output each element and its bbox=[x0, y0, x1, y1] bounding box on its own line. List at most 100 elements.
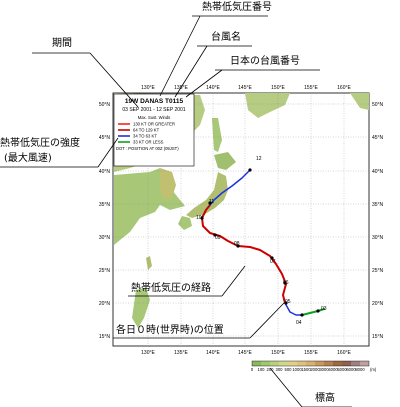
colorbar-tick-11: 6000 bbox=[346, 367, 356, 372]
position-dot-07 bbox=[270, 256, 274, 260]
leader-storm-number-arrow bbox=[159, 15, 201, 97]
callout-elevation: 標高 bbox=[315, 391, 335, 404]
position-dot-12 bbox=[248, 168, 252, 172]
lon-label-150-bottom: 150°E bbox=[271, 350, 285, 356]
colorbar-ticks: 0 100 200 300 500 1000 1500 2000 3000 40… bbox=[251, 367, 377, 372]
position-dot-03 bbox=[316, 309, 320, 313]
colorbar-tick-2: 200 bbox=[267, 367, 275, 372]
position-label-04: 04 bbox=[296, 320, 302, 326]
position-label-11: 11 bbox=[209, 199, 214, 205]
position-dot-04 bbox=[300, 313, 304, 317]
leader-elevation-arrow bbox=[269, 367, 303, 407]
lat-label-15: 15°N bbox=[99, 334, 111, 340]
position-label-12: 12 bbox=[256, 156, 262, 162]
colorbar-tick-9: 4000 bbox=[328, 367, 338, 372]
lon-labels-top: 130°E 135°E 140°E 145°E 150°E 155°E 160°… bbox=[141, 85, 351, 91]
position-dot-09 bbox=[213, 233, 217, 237]
lon-labels-bottom: 130°E 135°E 140°E 145°E 150°E 155°E 160°… bbox=[141, 350, 351, 356]
map: 130°E 135°E 140°E 145°E 150°E 155°E 160°… bbox=[99, 85, 384, 356]
track-segment-medium-north bbox=[209, 169, 251, 206]
lon-label-145-bottom: 145°E bbox=[238, 350, 252, 356]
land-honshu bbox=[186, 172, 228, 218]
colorbar-tick-12: 8000 bbox=[355, 367, 365, 372]
elevation-colorbar: 0 100 200 300 500 1000 1500 2000 3000 40… bbox=[251, 360, 377, 372]
typhoon-track bbox=[201, 169, 325, 316]
lon-label-140: 140°E bbox=[206, 85, 220, 91]
lon-label-155-bottom: 155°E bbox=[304, 350, 318, 356]
colorbar-cell-2 bbox=[270, 361, 279, 366]
colorbar-cell-0 bbox=[252, 361, 261, 366]
lat-label-35: 35°N bbox=[99, 202, 111, 208]
track-segment-medium-south bbox=[284, 302, 303, 316]
legend-label-33kt: 33 KT OR LESS bbox=[133, 140, 164, 145]
lat-label-30: 30°N bbox=[99, 235, 111, 241]
callout-intensity-line1: 熱帯低気圧の強度 bbox=[0, 136, 80, 149]
colorbar-tick-7: 2000 bbox=[310, 367, 320, 372]
colorbar-tick-0: 0 bbox=[251, 367, 254, 372]
legend-footer: DOT : POSITION AT 00Z (09JST) bbox=[116, 146, 179, 151]
position-dot-08 bbox=[236, 244, 240, 248]
land-kyushu bbox=[178, 216, 192, 230]
position-label-03: 03 bbox=[321, 306, 327, 312]
callout-intensity-line2: (最大風速) bbox=[4, 151, 52, 164]
gridlines bbox=[113, 93, 369, 346]
position-dot-10 bbox=[200, 216, 204, 220]
land-russia-east bbox=[245, 93, 290, 118]
lat-labels-left: 50°N 45°N 40°N 35°N 30°N 25°N 20°N 15°N bbox=[99, 102, 111, 340]
storm-title: 19W DANAS T0115 bbox=[125, 98, 184, 105]
colorbar-cell-8 bbox=[324, 361, 333, 366]
position-dot-06 bbox=[283, 281, 287, 285]
lat-label-15-right: 15°N bbox=[372, 334, 384, 340]
lat-label-50-right: 50°N bbox=[372, 102, 384, 108]
lat-label-35-right: 35°N bbox=[372, 202, 384, 208]
storm-legend-box: 19W DANAS T0115 03 SEP 2001 - 12 SEP 200… bbox=[113, 93, 195, 167]
position-label-07: 07 bbox=[270, 259, 276, 265]
lon-label-135: 135°E bbox=[174, 85, 188, 91]
daily-positions: 03 04 05 06 07 08 09 10 11 12 bbox=[196, 156, 327, 326]
land-alaska bbox=[350, 93, 369, 110]
colorbar-cell-9 bbox=[333, 361, 342, 366]
leader-period-arrow bbox=[89, 52, 139, 108]
colorbar-frame bbox=[251, 360, 370, 367]
callout-leaders bbox=[0, 15, 352, 407]
callout-daily-position: 各日０時(世界時)の位置 bbox=[116, 323, 224, 336]
land-sakhalin bbox=[212, 118, 222, 152]
lat-label-40: 40°N bbox=[99, 169, 111, 175]
callout-storm-number: 熱帯低気圧番号 bbox=[202, 0, 272, 13]
colorbar-tick-3: 300 bbox=[276, 367, 284, 372]
position-label-09: 09 bbox=[215, 235, 221, 241]
callout-name: 台風名 bbox=[211, 30, 241, 43]
colorbar-tick-1: 100 bbox=[258, 367, 266, 372]
lat-labels-right: 50°N 45°N 40°N 35°N 30°N 25°N 20°N 15°N bbox=[372, 102, 384, 340]
position-label-05: 05 bbox=[285, 299, 291, 305]
track-segment-strong bbox=[201, 204, 287, 304]
position-dot-05 bbox=[284, 301, 288, 305]
callout-track: 熱帯低気圧の経路 bbox=[131, 281, 211, 294]
colorbar-tick-10: 5000 bbox=[337, 367, 347, 372]
legend-label-64kt: 64 TO 129 KT bbox=[133, 128, 160, 133]
lat-label-45-right: 45°N bbox=[372, 135, 384, 141]
position-label-08: 08 bbox=[234, 241, 240, 247]
lat-label-45: 45°N bbox=[99, 135, 111, 141]
colorbar-cell-11 bbox=[351, 361, 360, 366]
lon-label-135-bottom: 135°E bbox=[174, 350, 188, 356]
colorbar-unit: (m) bbox=[370, 367, 377, 372]
lon-label-140-bottom: 140°E bbox=[206, 350, 220, 356]
lon-label-130-bottom: 130°E bbox=[141, 350, 155, 356]
lat-label-30-right: 30°N bbox=[372, 235, 384, 241]
colorbar-tick-5: 1000 bbox=[292, 367, 302, 372]
land-korea bbox=[160, 168, 176, 200]
colorbar-cell-10 bbox=[342, 361, 351, 366]
leader-track-arrow bbox=[221, 265, 246, 297]
storm-period: 03 SEP 2001 - 12 SEP 2001 bbox=[122, 107, 185, 113]
lat-label-25: 25°N bbox=[99, 268, 111, 274]
callout-period: 期間 bbox=[52, 37, 72, 49]
colorbar-cell-5 bbox=[297, 361, 306, 366]
lat-label-40-right: 40°N bbox=[372, 169, 384, 175]
colorbar-cell-7 bbox=[315, 361, 324, 366]
legend-header: Max. Sust. Winds bbox=[138, 115, 171, 120]
leader-daily-position-arrow bbox=[249, 302, 285, 339]
colorbar-cell-4 bbox=[288, 361, 297, 366]
position-label-10: 10 bbox=[196, 215, 202, 221]
colorbar-tick-8: 3000 bbox=[319, 367, 329, 372]
